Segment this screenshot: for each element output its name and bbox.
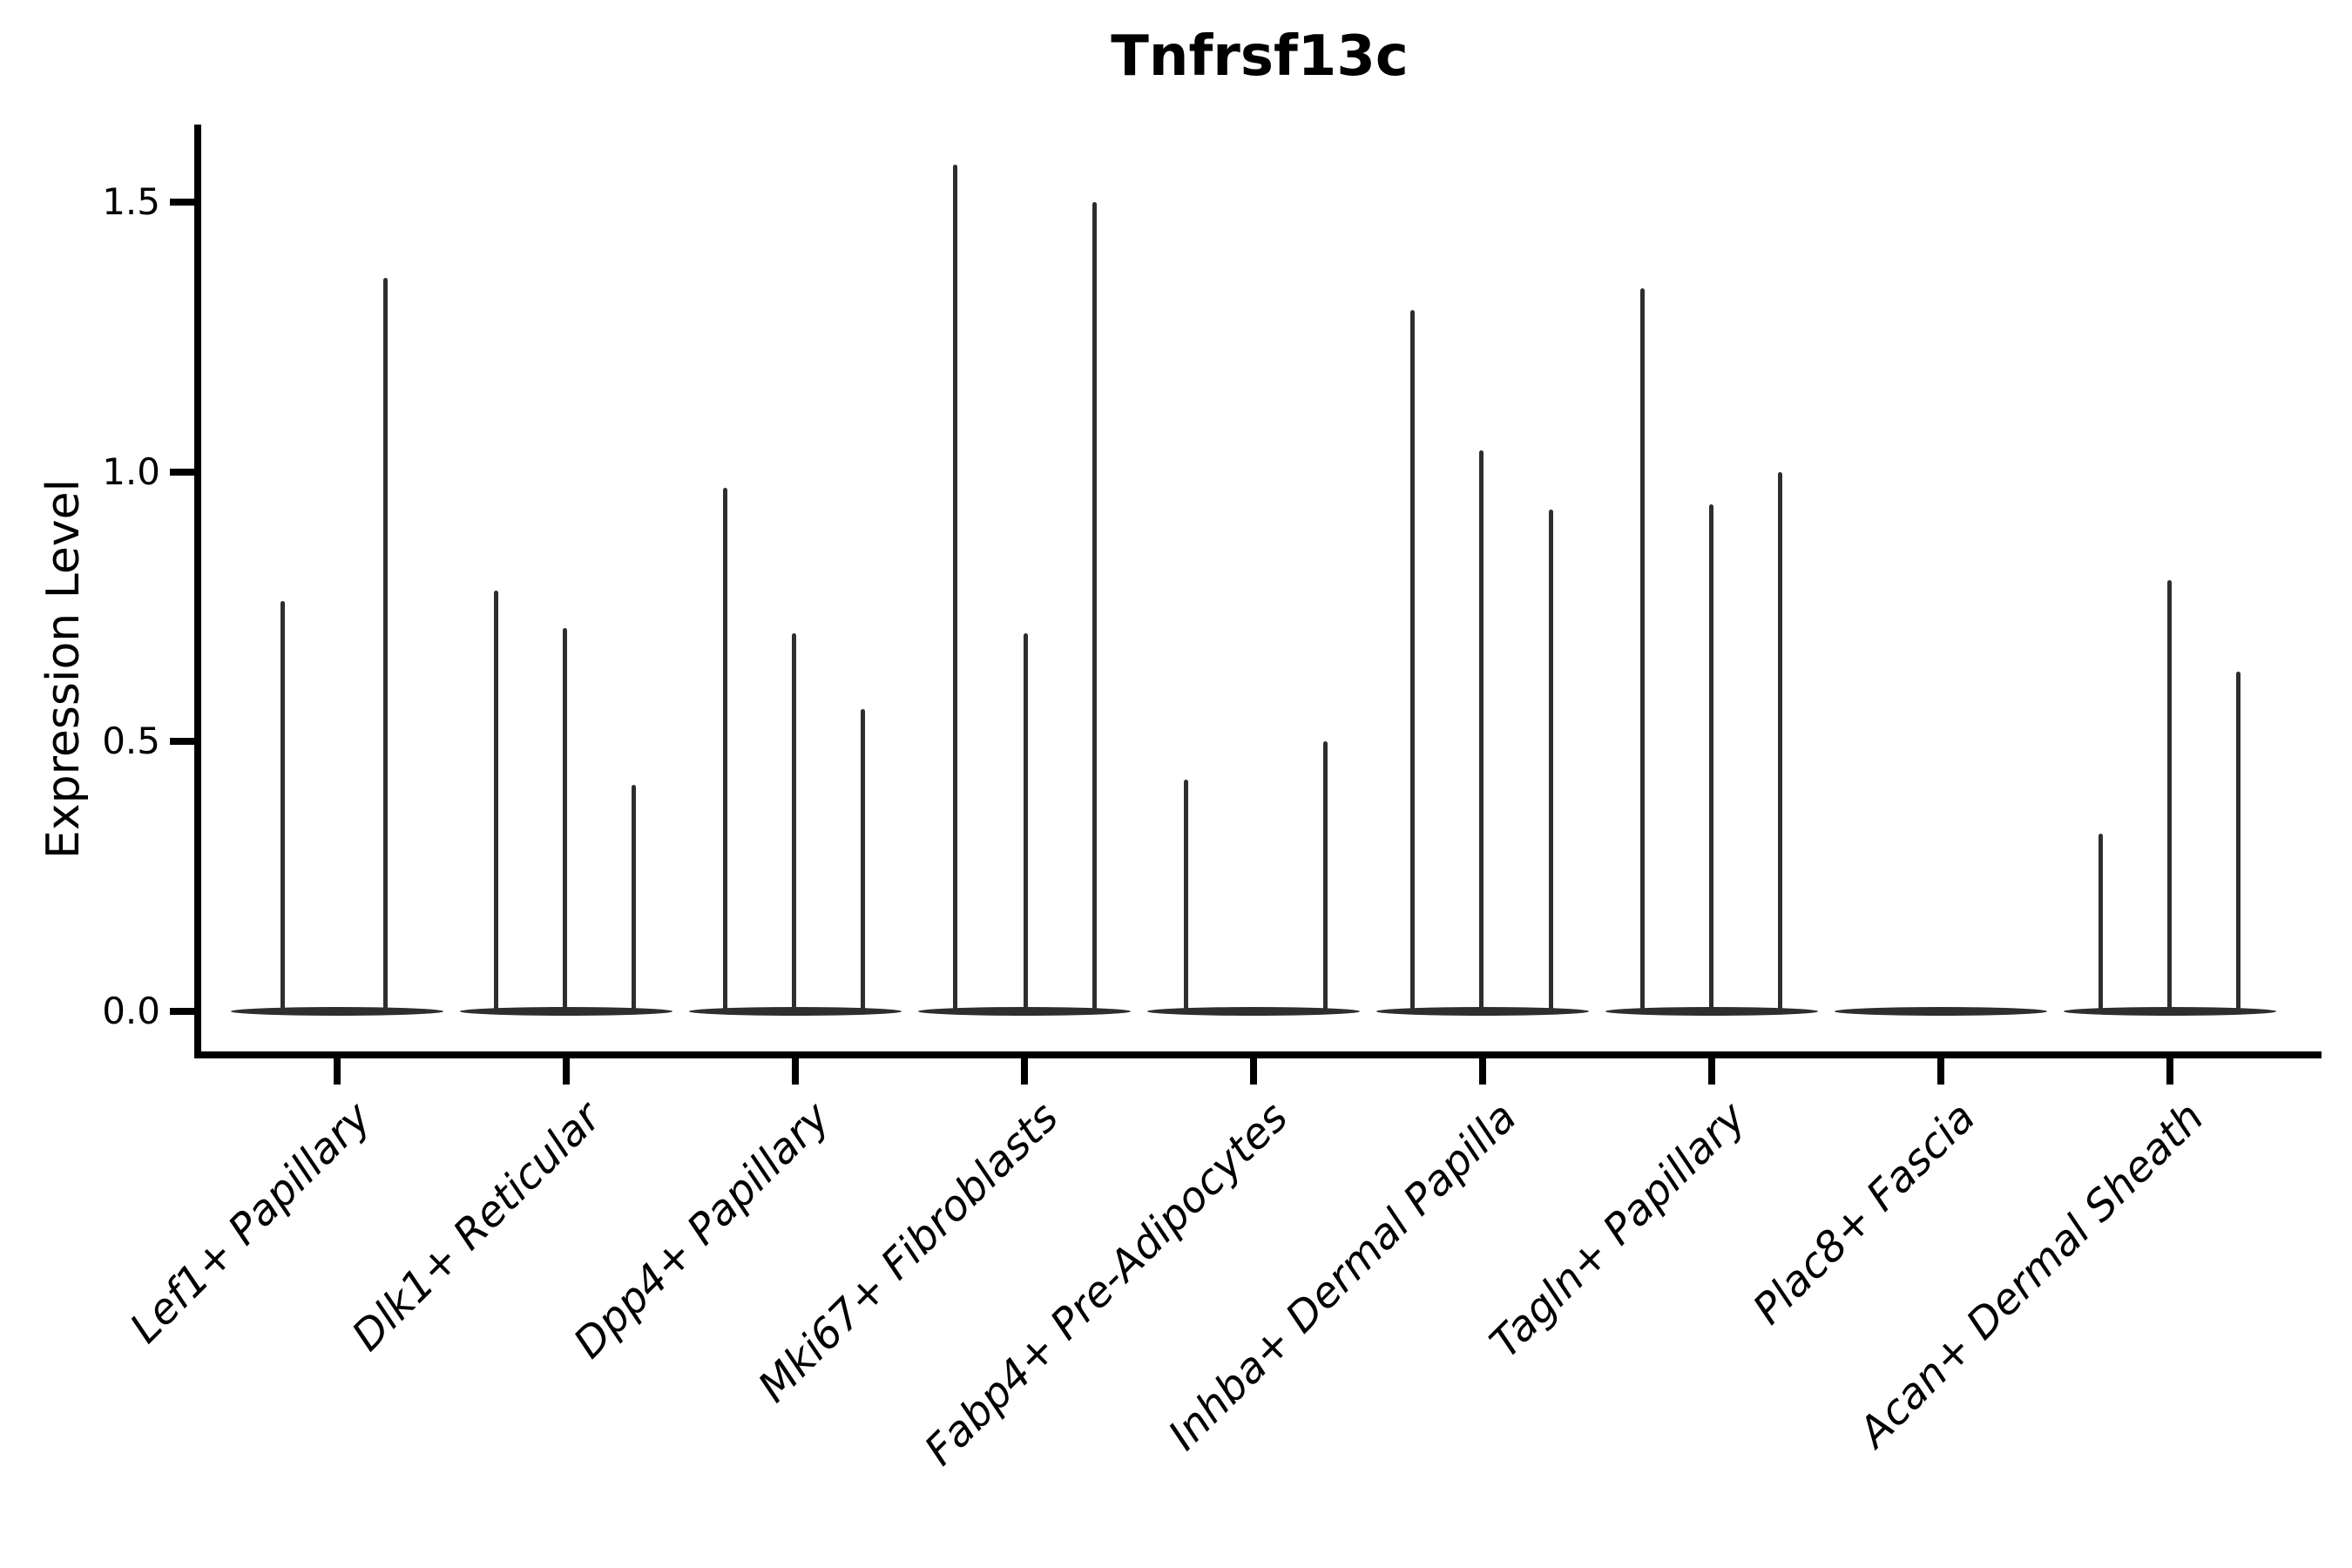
violin-spike <box>2235 671 2240 1011</box>
x-tick <box>334 1058 341 1085</box>
x-tick-label: Fabp4+ Pre-Adipocytes <box>915 1092 1298 1476</box>
x-tick-label: Dpp4+ Papillary <box>564 1092 840 1369</box>
violin-spike <box>1409 309 1415 1011</box>
x-tick <box>2166 1058 2173 1085</box>
x-tick <box>1479 1058 1486 1085</box>
violin-spike <box>860 709 865 1011</box>
y-tick-label: 1.5 <box>102 180 160 224</box>
violin-spike <box>1092 202 1097 1011</box>
violin-base <box>1147 1007 1360 1016</box>
x-tick-label: Plac8+ Fascia <box>1743 1092 1985 1335</box>
y-tick <box>170 738 194 746</box>
y-tick <box>170 1008 194 1015</box>
violin-base <box>460 1007 672 1016</box>
violin-spike <box>1777 471 1782 1011</box>
x-tick-label: Lef1+ Papillary <box>121 1092 382 1353</box>
violin-spike <box>791 633 796 1011</box>
violin-spike <box>1548 510 1553 1011</box>
violin-spike <box>2098 833 2103 1011</box>
violin-base <box>1605 1007 1818 1016</box>
violin-base <box>918 1007 1131 1016</box>
violin-spike <box>1023 633 1028 1011</box>
x-tick-label: Dlk1+ Reticular <box>341 1092 611 1361</box>
violin-spike <box>1708 504 1713 1011</box>
y-tick-label: 0.5 <box>102 720 160 763</box>
x-tick <box>563 1058 570 1085</box>
violin-spike <box>1478 449 1484 1011</box>
violin-base <box>1835 1007 2047 1016</box>
y-axis-spine <box>194 125 201 1058</box>
violin-spike <box>722 488 727 1011</box>
chart-title: Tnfrsf13c <box>1111 24 1409 89</box>
y-axis-label: Expression Level <box>37 478 90 860</box>
violin-base <box>1376 1007 1589 1016</box>
violin-spike <box>631 784 636 1011</box>
y-tick-label: 0.0 <box>102 990 160 1032</box>
violin-spike <box>1322 741 1328 1011</box>
y-tick <box>170 199 194 206</box>
violin-spike <box>280 601 285 1011</box>
x-tick-label: Tagln+ Papillary <box>1480 1092 1756 1368</box>
x-axis-spine <box>194 1051 2322 1058</box>
violin-spike <box>382 277 388 1011</box>
x-tick <box>792 1058 799 1085</box>
violin-spike <box>1639 288 1645 1011</box>
violin-base <box>2064 1007 2276 1016</box>
violin-spike <box>1183 779 1188 1011</box>
violin-spike <box>952 164 957 1011</box>
violin-base <box>231 1007 443 1016</box>
violin-spike <box>2166 579 2172 1011</box>
violin-spike <box>493 590 498 1011</box>
x-tick <box>1250 1058 1257 1085</box>
y-tick-label: 1.0 <box>102 449 160 493</box>
x-tick <box>1021 1058 1028 1085</box>
x-tick <box>1937 1058 1944 1085</box>
violin-spike <box>562 628 567 1011</box>
violin-base <box>689 1007 902 1016</box>
y-tick <box>170 468 194 476</box>
x-tick <box>1708 1058 1715 1085</box>
